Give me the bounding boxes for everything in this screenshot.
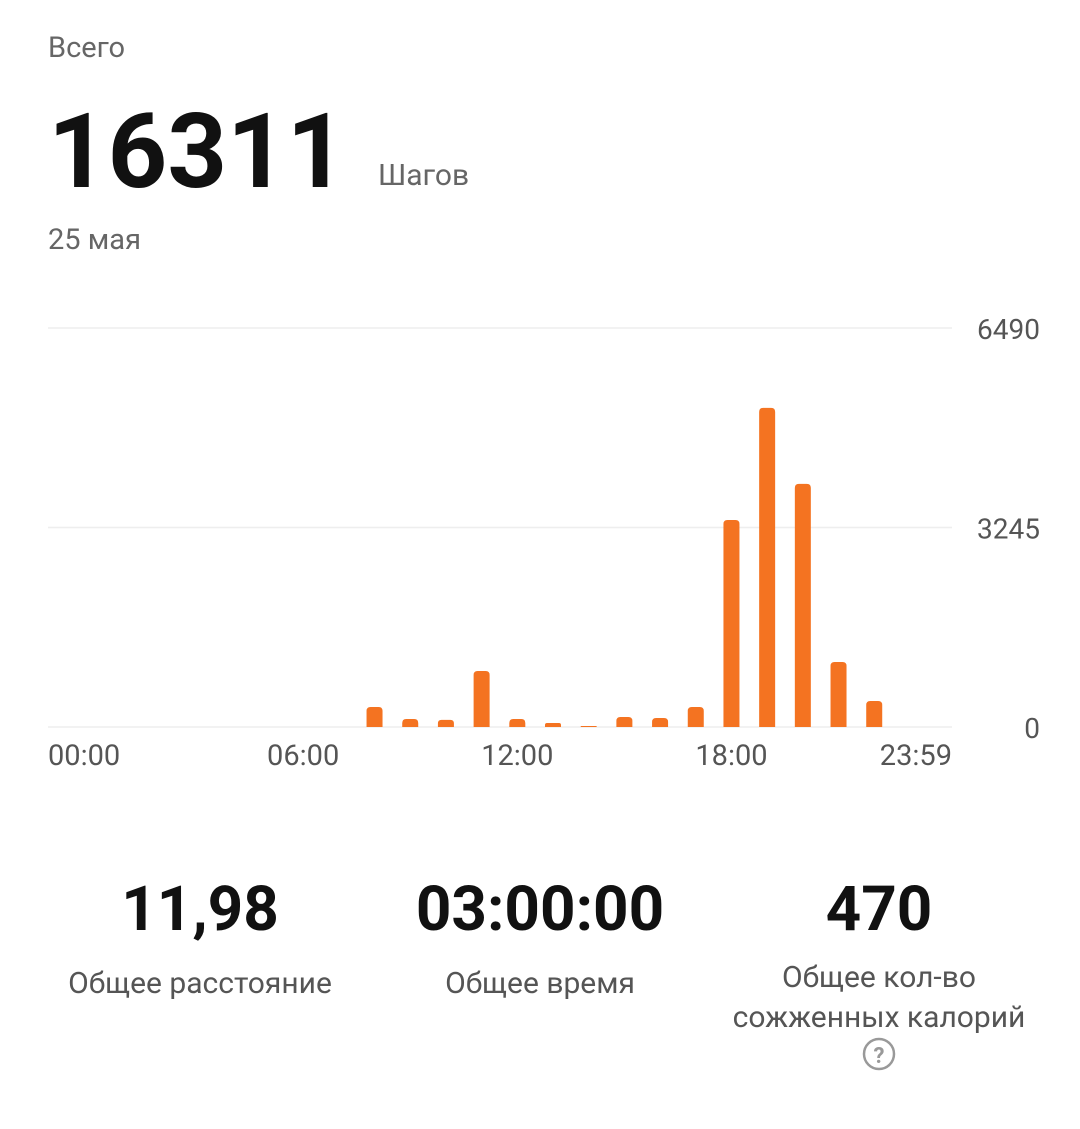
total-label: Всего: [48, 31, 125, 65]
x-tick-label: 12:00: [481, 739, 553, 773]
bar: [723, 519, 740, 727]
stat-label: Общее расстояние: [68, 966, 332, 1001]
stat: 470 Общее кол-во сожженных калорий: [709, 870, 1049, 1038]
y-tick-label: 0: [1024, 712, 1040, 745]
stat-label: Общее кол-во сожженных калорий: [732, 960, 1026, 1035]
bar: [652, 718, 669, 727]
x-tick-label: 23:59: [880, 739, 952, 773]
stat-value: 470: [825, 873, 933, 946]
bar: [580, 726, 597, 727]
x-tick-label: 18:00: [695, 739, 767, 773]
bar: [830, 661, 847, 727]
y-tick-label: 3245: [977, 513, 1040, 546]
y-tick-label: 6490: [977, 313, 1040, 346]
bar: [687, 707, 704, 727]
bar: [866, 700, 883, 727]
bar: [509, 719, 526, 727]
stat-value: 11,98: [121, 873, 279, 946]
bar: [473, 670, 490, 727]
bar: [437, 719, 454, 727]
help-icon[interactable]: [862, 1037, 896, 1071]
x-tick-label: 00:00: [48, 739, 120, 773]
x-tick-label: 06:00: [267, 739, 339, 773]
stat-value: 03:00:00: [415, 873, 665, 946]
bar: [366, 707, 383, 727]
stat-label: Общее время: [445, 966, 635, 1001]
date-label: 25 мая: [48, 223, 141, 257]
bar: [759, 407, 776, 727]
bar: [544, 723, 561, 727]
stat: 03:00:00 Общее время: [370, 870, 710, 1004]
bar: [794, 483, 811, 727]
bar: [402, 719, 419, 727]
bar: [616, 716, 633, 727]
unit-label: Шагов: [378, 158, 469, 193]
total-steps: 16311: [48, 92, 346, 213]
help-icon-glyph[interactable]: ?: [874, 1044, 885, 1069]
stat: 11,98 Общее расстояние: [30, 870, 370, 1004]
